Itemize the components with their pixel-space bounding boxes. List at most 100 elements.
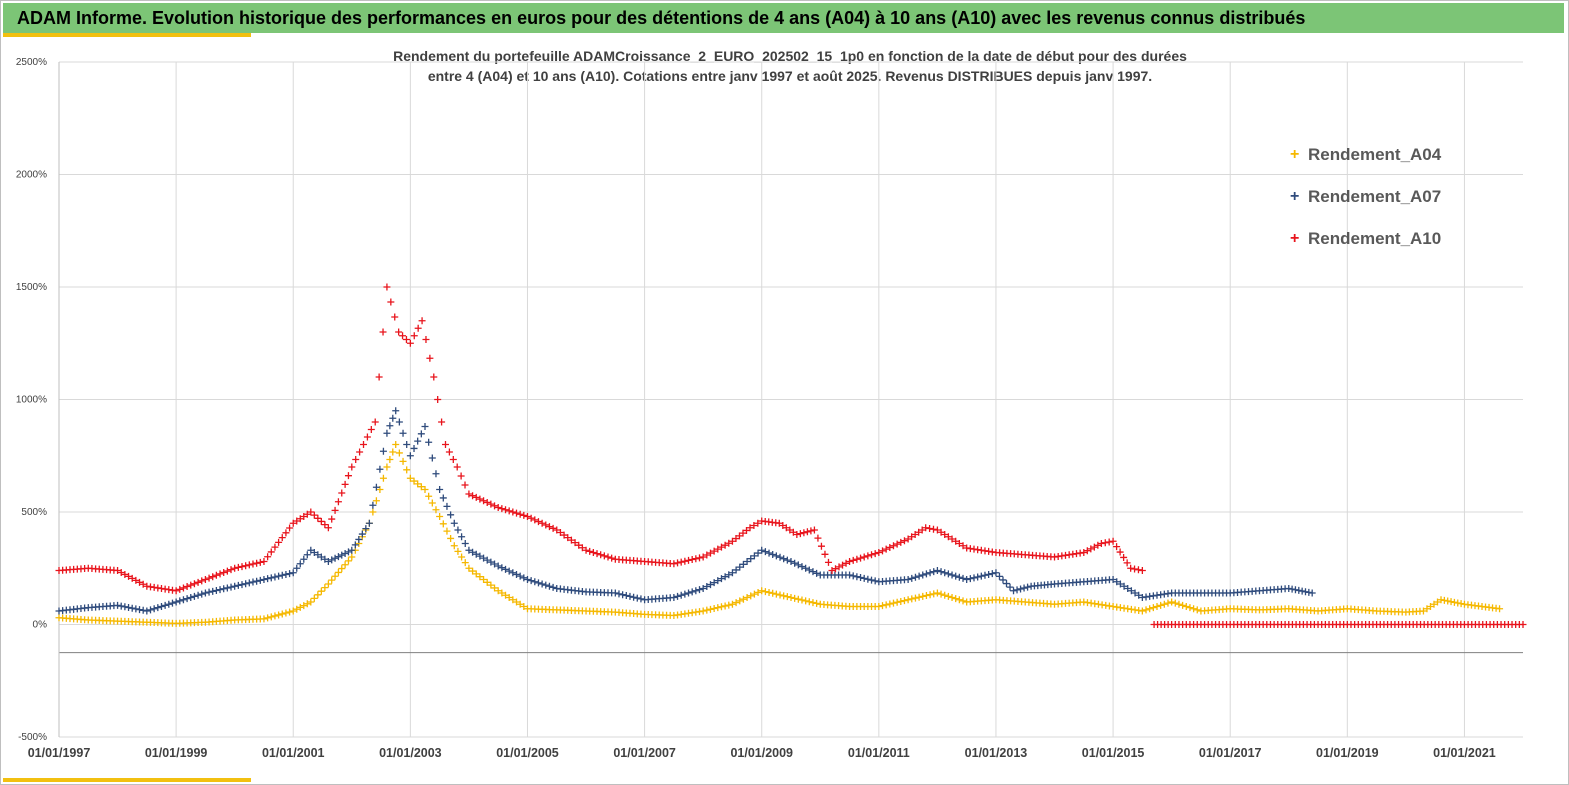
data-point-rendement-a07	[395, 418, 403, 426]
data-point-rendement-a07	[930, 568, 938, 576]
data-point-rendement-a10	[775, 519, 783, 527]
data-point-rendement-a10	[209, 573, 217, 581]
data-point-rendement-a04	[421, 486, 429, 493]
data-point-rendement-a07	[1003, 580, 1010, 588]
data-point-rendement-a10	[800, 529, 808, 537]
data-point-rendement-a10	[314, 514, 322, 522]
data-point-rendement-a10	[438, 418, 446, 426]
data-point-rendement-a04	[930, 590, 938, 598]
data-point-rendement-a07	[355, 535, 363, 543]
data-point-rendement-a10	[725, 539, 733, 547]
data-point-rendement-a07	[703, 583, 711, 591]
data-point-rendement-a07	[369, 501, 377, 509]
data-point-rendement-a10	[807, 527, 815, 535]
data-point-rendement-a04	[1138, 607, 1146, 615]
data-point-rendement-a07	[328, 556, 336, 564]
data-point-rendement-a10	[796, 530, 804, 538]
data-point-rendement-a10	[578, 544, 586, 552]
data-point-rendement-a07	[754, 549, 762, 557]
data-point-rendement-a10	[703, 551, 711, 559]
data-point-rendement-a07	[334, 553, 342, 561]
data-point-rendement-a10	[814, 534, 822, 542]
data-point-rendement-a10	[245, 561, 253, 569]
data-point-rendement-a04	[286, 608, 294, 616]
data-point-rendement-a07	[179, 596, 187, 604]
data-point-rendement-a07	[472, 550, 480, 558]
data-point-rendement-a10	[338, 489, 346, 497]
data-point-rendement-a10	[328, 515, 336, 523]
data-point-rendement-a04	[1193, 606, 1201, 614]
data-point-rendement-a07	[1113, 578, 1121, 586]
data-point-rendement-a04	[1149, 604, 1157, 612]
data-point-rendement-a10	[706, 549, 714, 557]
data-point-rendement-a07	[1135, 591, 1143, 599]
data-point-rendement-a10	[201, 576, 209, 583]
data-point-rendement-a07	[362, 525, 370, 533]
data-point-rendement-a07	[483, 556, 491, 564]
data-point-rendement-a07	[769, 550, 777, 558]
data-point-rendement-a04	[703, 606, 711, 614]
data-point-rendement-a04	[487, 581, 495, 589]
legend-marker-a07: +	[1290, 188, 1300, 205]
data-point-rendement-a10	[461, 481, 469, 489]
data-point-rendement-a07	[988, 570, 996, 578]
data-point-rendement-a04	[386, 456, 394, 463]
data-point-rendement-a07	[190, 592, 198, 600]
legend-label-a10: Rendement_A10	[1308, 229, 1442, 248]
data-point-rendement-a10	[363, 433, 371, 441]
data-point-rendement-a07	[857, 574, 865, 582]
data-point-rendement-a04	[454, 547, 462, 555]
data-point-rendement-a04	[732, 599, 740, 607]
data-point-rendement-a10	[786, 526, 794, 534]
data-point-rendement-a04	[1423, 605, 1431, 613]
data-point-rendement-a07	[868, 576, 876, 584]
data-point-rendement-a07	[1131, 589, 1139, 597]
data-point-rendement-a04	[383, 463, 391, 471]
data-point-rendement-a07	[428, 454, 436, 462]
data-point-rendement-a07	[911, 573, 919, 581]
data-point-rendement-a07	[147, 606, 154, 614]
data-point-rendement-a04	[908, 595, 916, 603]
data-point-rendement-a04	[379, 474, 387, 482]
data-point-rendement-a10	[267, 548, 275, 556]
data-point-rendement-a07	[417, 430, 425, 438]
data-point-rendement-a07	[1109, 576, 1117, 583]
data-point-rendement-a04	[296, 603, 304, 611]
data-point-rendement-a04	[338, 565, 346, 573]
data-point-rendement-a07	[480, 554, 488, 562]
data-point-rendement-a10	[1131, 565, 1139, 573]
data-point-rendement-a07	[421, 423, 429, 430]
data-point-rendement-a07	[220, 585, 228, 593]
data-point-rendement-a04	[897, 597, 905, 605]
data-point-rendement-a10	[710, 547, 718, 555]
data-point-rendement-a04	[922, 592, 930, 600]
data-point-rendement-a04	[926, 591, 934, 599]
data-point-rendement-a04	[717, 603, 725, 611]
data-point-rendement-a07	[125, 603, 133, 611]
data-point-rendement-a07	[970, 574, 978, 582]
data-point-rendement-a10	[205, 574, 213, 582]
data-point-rendement-a10	[367, 426, 375, 433]
data-point-rendement-a07	[849, 572, 857, 580]
data-point-rendement-a04	[428, 499, 436, 507]
data-point-rendement-a07	[264, 575, 272, 583]
data-point-rendement-a10	[714, 545, 722, 553]
data-point-rendement-a10	[341, 480, 349, 488]
data-point-rendement-a07	[256, 576, 264, 584]
legend-item-a07: + Rendement_A07	[1290, 176, 1441, 218]
data-point-rendement-a10	[117, 568, 125, 576]
data-point-rendement-a07	[128, 604, 136, 612]
data-point-rendement-a04	[933, 589, 941, 597]
data-point-rendement-a10	[717, 543, 725, 551]
data-point-rendement-a10	[395, 328, 403, 336]
y-tick-label: 1500%	[16, 282, 47, 293]
data-point-rendement-a10	[879, 547, 886, 555]
data-point-rendement-a04	[1168, 598, 1176, 606]
data-point-rendement-a04	[919, 592, 927, 600]
data-point-rendement-a10	[1519, 621, 1527, 628]
data-point-rendement-a07	[959, 574, 967, 582]
data-point-rendement-a07	[1010, 587, 1018, 595]
data-point-rendement-a10	[849, 556, 857, 564]
data-point-rendement-a07	[245, 579, 253, 587]
data-point-rendement-a10	[597, 551, 605, 559]
